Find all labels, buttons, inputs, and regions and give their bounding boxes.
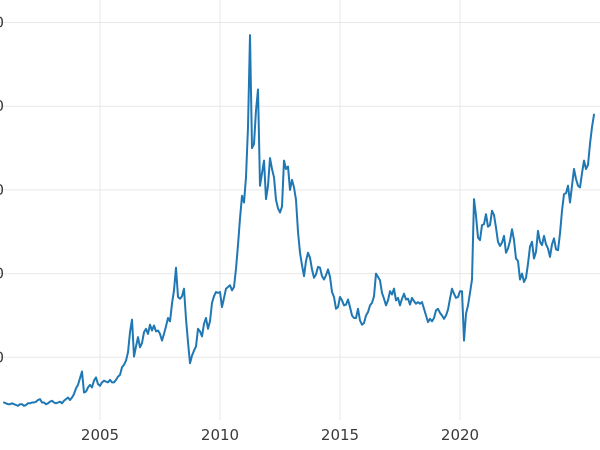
y-tick-label-clipped: 20: [0, 265, 4, 283]
x-tick-label: 2005: [81, 426, 119, 444]
price-line-layer: [3, 34, 595, 407]
y-tick-label-clipped: 50: [0, 14, 4, 32]
x-tick-label: 2015: [321, 426, 359, 444]
axis-tick-labels: 2005 2010 2015 2020 10 20 30 40 50: [0, 14, 479, 445]
gridlines: [0, 0, 600, 420]
y-tick-label-clipped: 30: [0, 181, 4, 199]
x-tick-label: 2010: [201, 426, 239, 444]
x-tick-label: 2020: [441, 426, 479, 444]
price-line: [3, 34, 595, 407]
y-tick-label-clipped: 10: [0, 348, 4, 366]
y-tick-label-clipped: 40: [0, 97, 4, 115]
